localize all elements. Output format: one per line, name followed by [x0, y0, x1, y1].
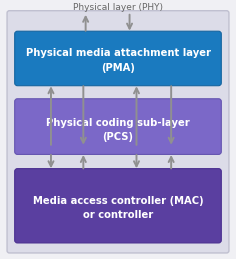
FancyBboxPatch shape: [15, 31, 221, 86]
Text: Physical coding sub-layer: Physical coding sub-layer: [46, 118, 190, 127]
FancyBboxPatch shape: [15, 99, 221, 154]
FancyBboxPatch shape: [7, 11, 229, 253]
Text: (PCS): (PCS): [102, 132, 134, 142]
Text: Physical media attachment layer: Physical media attachment layer: [25, 48, 211, 58]
Text: Media access controller (MAC): Media access controller (MAC): [33, 196, 203, 206]
Text: or controller: or controller: [83, 210, 153, 220]
FancyBboxPatch shape: [15, 169, 221, 243]
Text: (PMA): (PMA): [101, 63, 135, 73]
Text: Physical layer (PHY): Physical layer (PHY): [73, 3, 163, 12]
